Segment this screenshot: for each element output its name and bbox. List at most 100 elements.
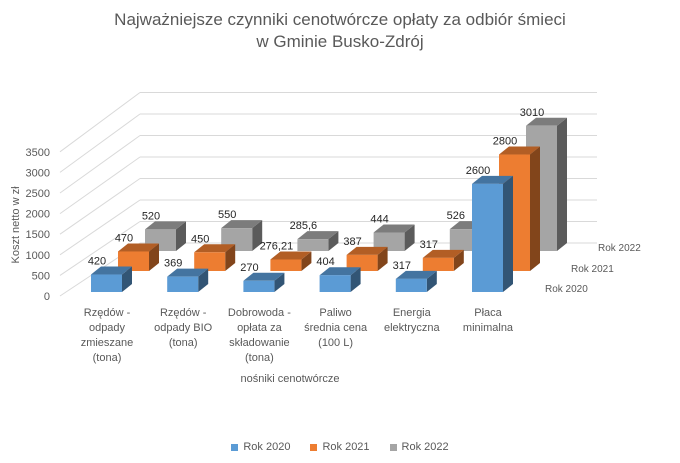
data-label: 3010: [520, 107, 544, 119]
bar-side: [377, 246, 388, 271]
bar: [472, 183, 503, 292]
data-label: 387: [343, 236, 361, 248]
category-label: (100 L): [318, 337, 353, 349]
data-label: 420: [88, 256, 106, 268]
series-axis-label: Rok 2020: [545, 284, 588, 295]
category-label: odpady BIO: [154, 322, 213, 334]
bar-top: [118, 243, 159, 252]
series-axis-label: Rok 2022: [598, 243, 641, 254]
chart-title-line-2: w Gminie Busko-Zdrój: [256, 32, 424, 51]
bar-side: [503, 175, 513, 292]
bar-side: [198, 268, 209, 292]
bar-side: [252, 220, 263, 251]
category-label: Rzędów -: [160, 307, 207, 319]
bar: [194, 252, 226, 271]
category-label: minimalna: [463, 322, 514, 334]
bar-top: [270, 251, 312, 260]
x-axis-title: nośniki cenotwórcze: [240, 373, 339, 385]
bar: [297, 239, 329, 251]
gridline-side: [59, 221, 141, 276]
gridline-side: [59, 92, 141, 153]
category-label: odpady: [89, 322, 126, 334]
category-label: składowanie: [229, 337, 290, 349]
legend-label: Rok 2022: [401, 441, 449, 453]
bar: [270, 259, 302, 271]
bar-side: [176, 221, 186, 251]
bar-top: [243, 272, 285, 281]
bar-top: [319, 267, 361, 276]
legend-swatch: [231, 443, 239, 451]
bar: [118, 251, 149, 271]
data-label: 526: [447, 210, 465, 222]
bar: [373, 232, 405, 251]
category-label: Dobrowoda -: [228, 307, 291, 319]
bar-side: [404, 224, 415, 251]
y-tick-label: 2500: [26, 188, 50, 200]
legend-item: Rok 2022: [389, 441, 449, 453]
y-tick-label: 500: [32, 270, 50, 282]
bar: [346, 254, 378, 271]
data-label: 369: [164, 258, 182, 270]
category-label: opłata za: [237, 322, 283, 334]
bar-top: [373, 224, 415, 233]
legend-label: Rok 2020: [243, 441, 291, 453]
data-label: 550: [218, 209, 236, 221]
bar: [395, 278, 427, 292]
bar-top: [472, 175, 513, 184]
bar: [243, 280, 275, 292]
y-tick-label: 2000: [26, 209, 50, 221]
data-label: 520: [142, 210, 160, 222]
bar-side: [328, 231, 339, 251]
bar-side: [557, 117, 567, 251]
y-axis-title: Koszt netto w zł: [10, 186, 22, 264]
bar-side: [225, 244, 236, 271]
data-label: 285,6: [290, 220, 318, 232]
legend-item: Rok 2020: [231, 441, 290, 453]
bar-side: [301, 251, 312, 271]
bar-side: [530, 146, 540, 271]
gridline-side: [59, 178, 141, 235]
bar-side: [149, 243, 159, 271]
y-tick-label: 3500: [26, 147, 50, 159]
data-label: 317: [420, 239, 438, 251]
bar-side: [274, 272, 285, 292]
legend-swatch: [310, 443, 318, 451]
data-label: 317: [393, 260, 411, 272]
gridline-side: [59, 199, 141, 256]
category-label: Płaca: [474, 307, 502, 319]
bar-top: [91, 266, 132, 275]
legend-item: Rok 2021: [310, 441, 370, 453]
chart-title-line-1: Najważniejsze czynniki cenotwórcze opłat…: [114, 10, 566, 29]
category-label: (tona): [245, 352, 274, 364]
y-tick-label: 1000: [26, 250, 50, 262]
y-tick-label: 3000: [26, 167, 50, 179]
bar-top: [167, 268, 209, 277]
category-label: (tona): [169, 337, 198, 349]
bar: [319, 275, 351, 292]
gridline-side: [59, 113, 141, 173]
bar: [167, 276, 199, 292]
category-label: elektryczna: [384, 322, 441, 334]
y-tick-label: 1500: [26, 229, 50, 241]
bar-top: [221, 220, 263, 229]
y-tick-label: 0: [44, 291, 50, 303]
category-label: (tona): [93, 352, 122, 364]
bar-top: [395, 270, 437, 279]
legend-label: Rok 2021: [322, 441, 370, 453]
bar-top: [297, 231, 339, 240]
data-label: 2600: [466, 165, 490, 177]
series-axis-label: Rok 2021: [571, 264, 614, 275]
legend: Rok 2020 Rok 2021 Rok 2022: [0, 441, 680, 453]
bar: [422, 257, 454, 271]
bar-side: [426, 270, 437, 292]
bar-top: [499, 146, 540, 155]
category-label: zmieszane: [81, 337, 134, 349]
bar-top: [526, 117, 567, 126]
gridline-side: [59, 135, 141, 194]
data-label: 444: [370, 214, 388, 226]
data-label: 404: [316, 256, 334, 268]
category-label: Energia: [393, 307, 432, 319]
bar-top: [422, 249, 464, 258]
